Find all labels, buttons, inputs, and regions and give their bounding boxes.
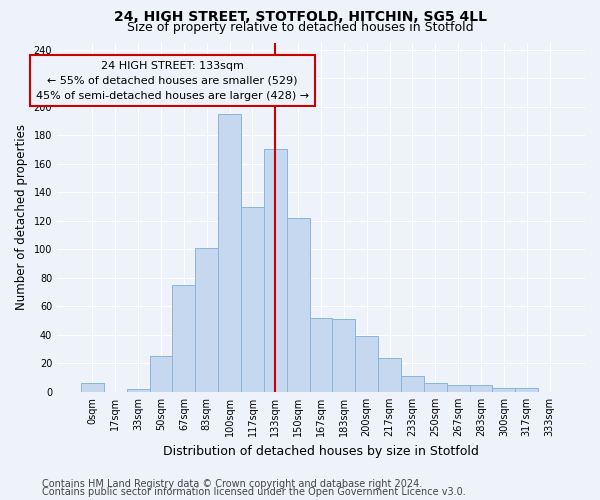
Bar — [149, 356, 172, 392]
Bar — [332, 319, 355, 392]
Bar — [287, 218, 310, 392]
Y-axis label: Number of detached properties: Number of detached properties — [15, 124, 28, 310]
X-axis label: Distribution of detached houses by size in Stotfold: Distribution of detached houses by size … — [163, 444, 479, 458]
Bar — [310, 318, 332, 392]
Bar — [264, 150, 287, 392]
Bar — [401, 376, 424, 392]
Bar — [127, 389, 149, 392]
Text: Contains public sector information licensed under the Open Government Licence v3: Contains public sector information licen… — [42, 487, 466, 497]
Bar — [241, 206, 264, 392]
Bar — [447, 385, 470, 392]
Bar — [172, 285, 196, 392]
Text: 24 HIGH STREET: 133sqm
← 55% of detached houses are smaller (529)
45% of semi-de: 24 HIGH STREET: 133sqm ← 55% of detached… — [36, 61, 309, 100]
Bar — [470, 385, 493, 392]
Bar — [493, 388, 515, 392]
Text: Contains HM Land Registry data © Crown copyright and database right 2024.: Contains HM Land Registry data © Crown c… — [42, 479, 422, 489]
Bar — [515, 388, 538, 392]
Text: 24, HIGH STREET, STOTFOLD, HITCHIN, SG5 4LL: 24, HIGH STREET, STOTFOLD, HITCHIN, SG5 … — [113, 10, 487, 24]
Bar — [424, 384, 447, 392]
Bar — [218, 114, 241, 392]
Bar — [355, 336, 378, 392]
Bar — [196, 248, 218, 392]
Bar — [81, 384, 104, 392]
Bar — [378, 358, 401, 392]
Text: Size of property relative to detached houses in Stotfold: Size of property relative to detached ho… — [127, 21, 473, 34]
